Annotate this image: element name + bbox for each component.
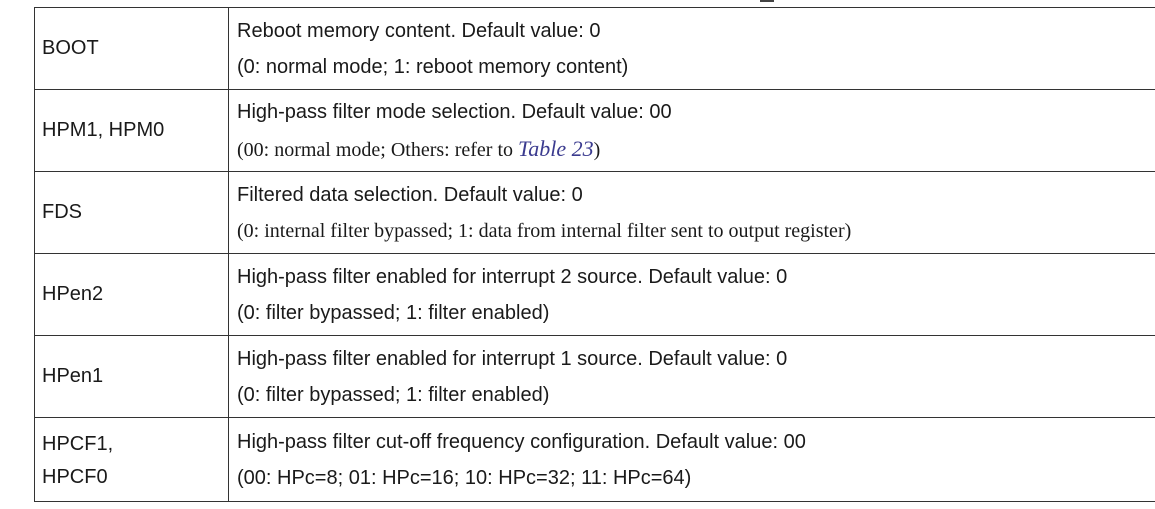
table-reference-link[interactable]: Table 23 [518,136,594,161]
register-description-table: BOOT Reboot memory content. Default valu… [34,7,1155,502]
description-line: Filtered data selection. Default value: … [237,184,583,206]
bit-name-continued: HPCF0 [42,465,108,488]
description-detail: (0: filter bypassed; 1: filter enabled) [237,302,550,324]
bit-description-cell: High-pass filter enabled for interrupt 1… [228,335,1155,418]
description-line: High-pass filter cut-off frequency confi… [237,431,806,453]
bit-description-cell: Filtered data selection. Default value: … [228,171,1155,254]
bit-name-cell: BOOT [34,7,229,90]
table-row: HPCF1, HPCF0 High-pass filter cut-off fr… [34,417,1155,502]
bit-description-cell: Reboot memory content. Default value: 0 … [228,7,1155,90]
bit-description-cell: High-pass filter enabled for interrupt 2… [228,253,1155,336]
bit-name-cell: HPM1, HPM0 [34,89,229,172]
description-line: High-pass filter enabled for interrupt 2… [237,266,788,288]
table-row: BOOT Reboot memory content. Default valu… [34,7,1155,90]
bit-name: FDS [42,201,82,223]
cropped-heading-fragment [760,0,774,2]
bit-name: HPM1, HPM0 [42,119,165,141]
description-line: Reboot memory content. Default value: 0 [237,20,601,42]
bit-name-cell: HPen1 [34,335,229,418]
table-row: HPM1, HPM0 High-pass filter mode selecti… [34,89,1155,172]
table-row: FDS Filtered data selection. Default val… [34,171,1155,254]
bit-name: HPCF1, [42,432,114,455]
description-detail-close: ) [593,139,601,161]
table-row: HPen2 High-pass filter enabled for inter… [34,253,1155,336]
description-line: High-pass filter mode selection. Default… [237,101,672,123]
bit-name: HPen1 [42,365,104,387]
table-row: HPen1 High-pass filter enabled for inter… [34,335,1155,418]
bit-description-cell: High-pass filter mode selection. Default… [228,89,1155,172]
bit-name: HPen2 [42,283,104,305]
description-line: High-pass filter enabled for interrupt 1… [237,348,788,370]
description-detail: (00: normal mode; Others: refer to Table… [237,135,1155,164]
description-detail: (0: internal filter bypassed; 1: data fr… [237,220,852,242]
bit-name-cell: FDS [34,171,229,254]
description-detail: (0: filter bypassed; 1: filter enabled) [237,384,550,406]
description-detail: (00: HPc=8; 01: HPc=16; 10: HPc=32; 11: … [237,467,692,489]
bit-description-cell: High-pass filter cut-off frequency confi… [228,417,1155,502]
bit-name-cell: HPCF1, HPCF0 [34,417,229,502]
bit-name: BOOT [42,37,99,59]
description-detail: (0: normal mode; 1: reboot memory conten… [237,56,629,78]
bit-name-cell: HPen2 [34,253,229,336]
description-detail-text: (00: normal mode; Others: refer to [237,139,519,161]
